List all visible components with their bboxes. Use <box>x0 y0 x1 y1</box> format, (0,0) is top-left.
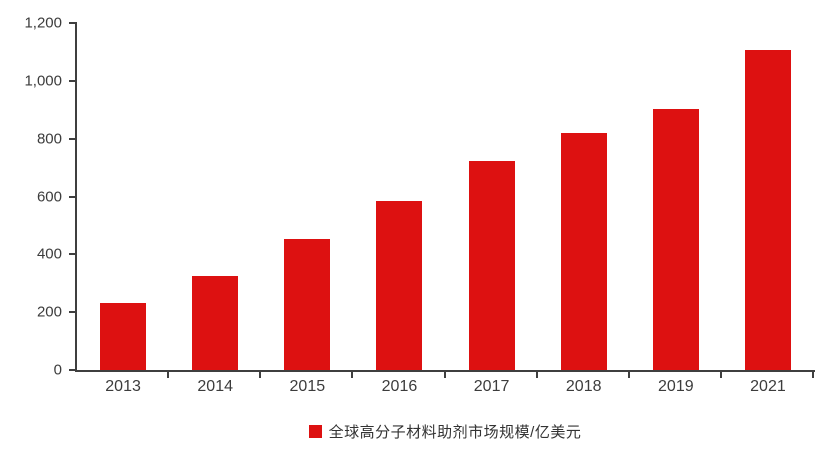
bar-2013 <box>100 302 147 370</box>
bar-2021 <box>744 49 791 370</box>
x-axis-label-2017: 2017 <box>473 378 510 395</box>
x-axis-tick-mark <box>719 372 722 378</box>
y-axis-tick-label: 800 <box>36 130 62 148</box>
y-axis-tick-label: 400 <box>36 245 62 263</box>
bar-cell-2016 <box>353 23 445 370</box>
bar-2016 <box>376 201 423 370</box>
x-axis-tick-mark <box>351 372 354 378</box>
bar-cell-2019 <box>630 23 722 370</box>
x-axis-label-2013: 2013 <box>105 378 141 395</box>
y-axis-tick-label: 600 <box>36 188 62 205</box>
y-axis-tick-mark <box>69 311 75 314</box>
y-axis-tick-mark <box>69 137 75 140</box>
x-axis-line <box>75 370 815 372</box>
y-axis-line <box>75 22 77 372</box>
bar-cell-2021 <box>722 23 814 370</box>
y-axis-tick-label: 1,000 <box>24 72 62 90</box>
legend-swatch-icon <box>308 424 322 438</box>
bar-cell-2017 <box>446 23 538 370</box>
y-axis-tick-label: 0 <box>53 361 62 379</box>
y-axis-tick-label: 1,200 <box>24 14 62 32</box>
x-axis-tick-mark <box>627 372 630 378</box>
x-axis-label-2016: 2016 <box>381 378 418 395</box>
x-axis-label-2015: 2015 <box>289 378 326 395</box>
x-axis-tick-mark <box>535 372 538 378</box>
bar-2015 <box>284 239 331 370</box>
x-axis-tick-mark <box>167 372 170 378</box>
y-axis-tick-mark <box>69 79 75 82</box>
legend: 全球高分子材料助剂市场规模/亿美元 <box>75 420 815 442</box>
x-axis-tick-mark <box>812 372 814 378</box>
y-axis-tick-label: 200 <box>36 303 62 321</box>
x-axis-tick-mark <box>443 372 446 378</box>
legend-label: 全球高分子材料助剂市场规模/亿美元 <box>328 423 582 441</box>
y-axis-tick-mark <box>69 195 75 198</box>
x-axis-label-2014: 2014 <box>197 378 233 395</box>
bar-2018 <box>560 133 607 370</box>
bar-cell-2015 <box>261 23 353 370</box>
bar-cell-2014 <box>169 23 261 370</box>
bar-2019 <box>652 108 699 370</box>
bars-layer <box>77 23 814 370</box>
x-axis-tick-mark <box>259 372 262 378</box>
x-axis-labels: 2013 2014 2015 2016 2017 2018 2019 2021 <box>77 378 814 396</box>
y-axis-tick-mark <box>69 369 75 371</box>
y-axis-tick-mark <box>69 22 75 24</box>
x-axis-label-2021: 2021 <box>750 378 786 395</box>
x-axis-label-2019: 2019 <box>658 378 694 395</box>
x-axis-label-2018: 2018 <box>565 378 602 395</box>
y-axis-tick-mark <box>69 253 75 256</box>
bar-2014 <box>192 275 239 370</box>
bar-cell-2013 <box>77 23 169 370</box>
bar-2017 <box>468 161 515 370</box>
bar-cell-2018 <box>538 23 630 370</box>
